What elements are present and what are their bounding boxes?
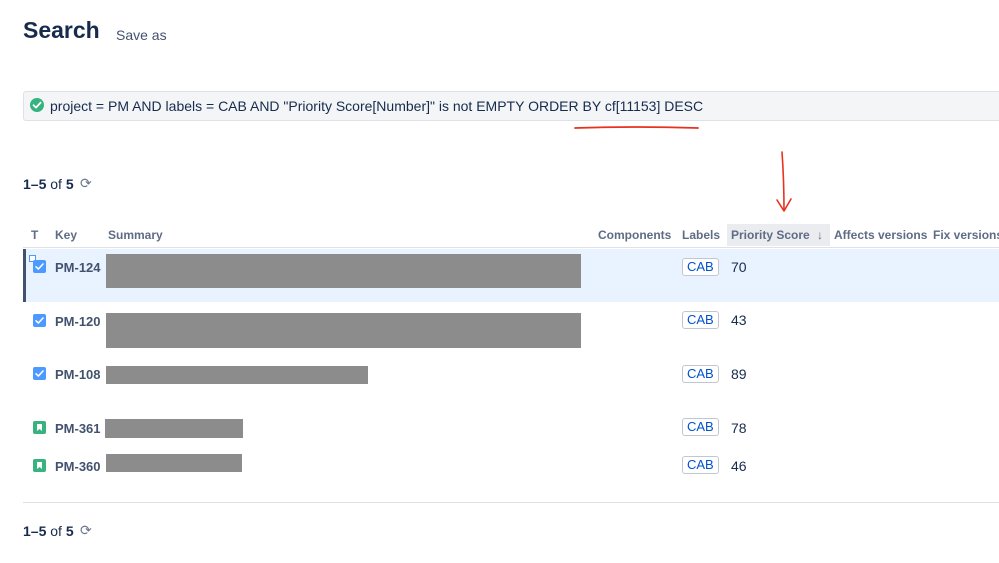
issue-key-link[interactable]: PM-108 (55, 367, 101, 382)
table-bottom-divider (23, 502, 999, 503)
priority-score-value: 78 (731, 420, 747, 436)
refresh-icon[interactable]: ⟳ (80, 522, 92, 538)
page-title: Search (23, 17, 100, 43)
pagination-range: 1–5 (23, 176, 47, 192)
redacted-summary (106, 313, 581, 348)
jql-query-text: project = PM AND labels = CAB AND "Prior… (50, 98, 704, 114)
jql-query-field[interactable]: project = PM AND labels = CAB AND "Prior… (23, 91, 999, 121)
story-icon (33, 459, 46, 472)
task-icon (33, 314, 46, 327)
annotation-underline (574, 126, 699, 129)
column-header-fix-versions[interactable]: Fix versions (933, 228, 999, 242)
pagination-total: 5 (65, 523, 74, 539)
priority-score-value: 43 (731, 312, 747, 328)
pagination-of: of (50, 176, 62, 192)
pagination-of: of (50, 523, 62, 539)
label-chip[interactable]: CAB (682, 418, 719, 436)
column-header-labels[interactable]: Labels (682, 228, 721, 242)
redacted-summary (106, 454, 242, 472)
task-icon (33, 260, 46, 273)
priority-score-label: Priority Score (731, 228, 810, 242)
pagination-total: 5 (65, 176, 74, 192)
pagination-range: 1–5 (23, 523, 47, 539)
issue-key-link[interactable]: PM-361 (55, 421, 101, 436)
story-icon (33, 421, 46, 434)
redacted-summary (106, 254, 581, 288)
column-header-priority-score[interactable]: Priority Score ↓ (731, 228, 823, 242)
priority-score-value: 46 (731, 458, 747, 474)
column-header-summary[interactable]: Summary (108, 228, 163, 242)
issue-key-link[interactable]: PM-124 (55, 260, 101, 275)
selected-row-indicator (23, 249, 26, 302)
save-as-button[interactable]: Save as (116, 27, 167, 43)
label-chip[interactable]: CAB (682, 258, 719, 276)
table-header-divider (23, 247, 999, 248)
column-header-type[interactable]: T (31, 228, 39, 242)
row-focus-marker (29, 255, 36, 262)
arrow-down-icon: ↓ (817, 228, 824, 242)
check-circle-icon (30, 98, 44, 112)
column-header-affects-versions[interactable]: Affects versions (834, 228, 928, 242)
column-header-key[interactable]: Key (55, 228, 78, 242)
task-icon (33, 367, 46, 380)
priority-score-value: 89 (731, 366, 747, 382)
refresh-icon[interactable]: ⟳ (80, 175, 92, 191)
pagination-summary-top: 1–5 of 5 (23, 176, 74, 192)
redacted-summary (105, 419, 243, 438)
column-header-components[interactable]: Components (598, 228, 672, 242)
sorted-column-highlight (727, 224, 830, 246)
priority-score-value: 70 (731, 259, 747, 275)
issue-key-link[interactable]: PM-360 (55, 459, 101, 474)
pagination-summary-bottom: 1–5 of 5 (23, 523, 74, 539)
label-chip[interactable]: CAB (682, 365, 719, 383)
redacted-summary (106, 366, 368, 384)
issue-key-link[interactable]: PM-120 (55, 314, 101, 329)
label-chip[interactable]: CAB (682, 456, 719, 474)
annotation-arrow-icon (776, 151, 792, 212)
label-chip[interactable]: CAB (682, 311, 719, 329)
